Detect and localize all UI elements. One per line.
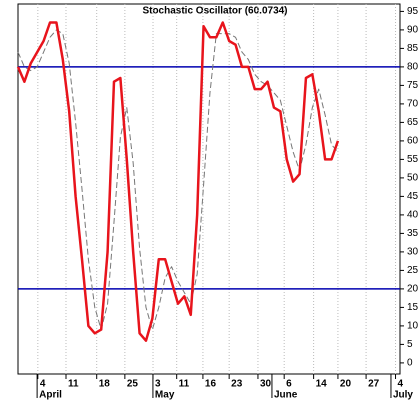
y-tick-label: 75 xyxy=(407,80,419,91)
x-tick-label: 18 xyxy=(99,379,111,390)
y-tick-label: 10 xyxy=(407,321,419,332)
x-tick-label: 4 xyxy=(40,379,46,390)
y-tick-label: 60 xyxy=(407,136,419,147)
y-tick-label: 55 xyxy=(407,154,419,165)
x-tick-label: 6 xyxy=(286,379,292,390)
y-tick-label: 35 xyxy=(407,228,419,239)
x-tick-label: 11 xyxy=(179,379,190,390)
y-tick-label: 20 xyxy=(407,284,419,295)
y-tick-label: 80 xyxy=(407,62,419,73)
series-line xyxy=(17,29,339,331)
y-tick-label: 45 xyxy=(407,191,419,202)
x-tick-label: 30 xyxy=(260,379,272,390)
y-tick-label: 30 xyxy=(407,247,419,258)
month-label: June xyxy=(274,390,298,400)
x-tick-label: 14 xyxy=(316,379,328,390)
y-tick-label: 65 xyxy=(407,117,419,128)
x-tick-label: 25 xyxy=(127,379,139,390)
month-label: July xyxy=(393,390,413,400)
x-tick-label: 27 xyxy=(368,379,380,390)
x-tick-label: 23 xyxy=(231,379,243,390)
x-tick-label: 16 xyxy=(205,379,217,390)
y-tick-label: 85 xyxy=(407,43,419,54)
series-line xyxy=(16,21,340,342)
y-tick-label: 40 xyxy=(407,210,419,221)
y-tick-label: 15 xyxy=(407,302,419,313)
chart-title: Stochastic Oscillator (60.0734) xyxy=(142,6,287,17)
month-label: April xyxy=(39,390,62,400)
y-tick-label: 70 xyxy=(407,99,419,110)
y-tick-label: 0 xyxy=(407,358,413,369)
x-tick-label: 3 xyxy=(155,379,161,390)
y-tick-label: 95 xyxy=(407,6,419,17)
x-tick-label: 11 xyxy=(68,379,79,390)
y-tick-label: 50 xyxy=(407,173,419,184)
month-label: May xyxy=(155,390,175,400)
y-tick-label: 5 xyxy=(407,339,413,350)
y-tick-label: 25 xyxy=(407,265,419,276)
x-tick-label: 4 xyxy=(398,379,404,390)
y-tick-label: 90 xyxy=(407,25,419,36)
x-tick-label: 20 xyxy=(340,379,352,390)
